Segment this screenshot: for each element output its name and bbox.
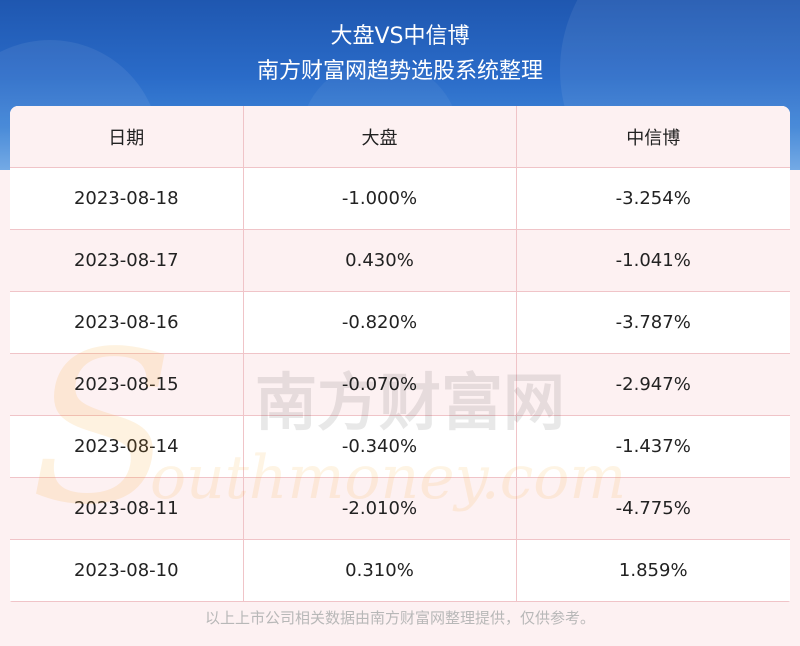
cell-stock-change: -3.254% — [515, 167, 790, 230]
cell-market-change: -0.070% — [242, 353, 516, 416]
cell-market-change: -0.340% — [242, 415, 516, 478]
cell-stock-change: -1.041% — [515, 229, 790, 292]
comparison-table: 日期 大盘 中信博 2023-08-18 -1.000% -3.254% 202… — [10, 106, 790, 602]
table-row: 2023-08-15 -0.070% -2.947% — [10, 353, 790, 416]
cell-market-change: 0.430% — [242, 229, 516, 292]
cell-market-change: 0.310% — [242, 539, 516, 602]
cell-date: 2023-08-10 — [10, 539, 243, 602]
cell-date: 2023-08-14 — [10, 415, 243, 478]
page-title: 大盘VS中信博 — [330, 24, 470, 49]
cell-date: 2023-08-15 — [10, 353, 243, 416]
cell-stock-change: -3.787% — [515, 291, 790, 354]
column-header-stock: 中信博 — [515, 106, 790, 168]
cell-date: 2023-08-17 — [10, 229, 243, 292]
table-row: 2023-08-18 -1.000% -3.254% — [10, 167, 790, 230]
column-header-date: 日期 — [10, 106, 243, 168]
cell-stock-change: -2.947% — [515, 353, 790, 416]
table-row: 2023-08-10 0.310% 1.859% — [10, 539, 790, 602]
cell-market-change: -2.010% — [242, 477, 516, 540]
cell-date: 2023-08-18 — [10, 167, 243, 230]
cell-stock-change: 1.859% — [515, 539, 790, 602]
cell-date: 2023-08-16 — [10, 291, 243, 354]
column-header-market: 大盘 — [242, 106, 516, 168]
data-table-card: 日期 大盘 中信博 2023-08-18 -1.000% -3.254% 202… — [10, 106, 790, 602]
cell-market-change: -0.820% — [242, 291, 516, 354]
table-row: 2023-08-17 0.430% -1.041% — [10, 229, 790, 292]
footer-disclaimer: 以上上市公司相关数据由南方财富网整理提供，仅供参考。 — [204, 609, 595, 627]
cell-market-change: -1.000% — [242, 167, 516, 230]
table-row: 2023-08-14 -0.340% -1.437% — [10, 415, 790, 478]
cell-stock-change: -4.775% — [515, 477, 790, 540]
table-row: 2023-08-16 -0.820% -3.787% — [10, 291, 790, 354]
cell-date: 2023-08-11 — [10, 477, 243, 540]
table-row: 2023-08-11 -2.010% -4.775% — [10, 477, 790, 540]
table-header-row: 日期 大盘 中信博 — [10, 106, 790, 168]
cell-stock-change: -1.437% — [515, 415, 790, 478]
page-subtitle: 南方财富网趋势选股系统整理 — [256, 59, 543, 84]
